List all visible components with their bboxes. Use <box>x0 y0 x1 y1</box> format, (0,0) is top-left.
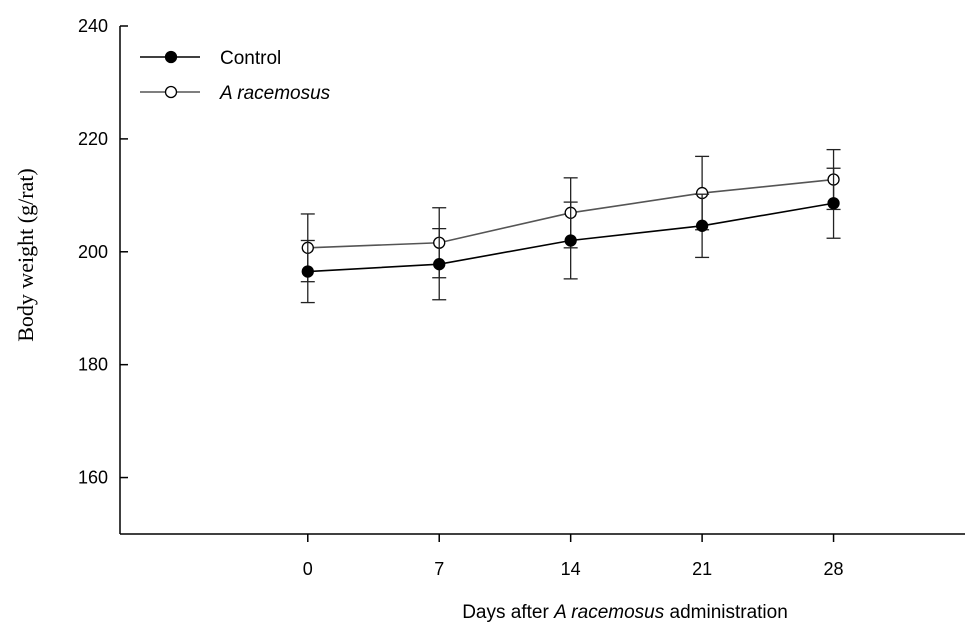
x-ticks: 0 7 14 21 28 <box>303 534 844 579</box>
y-tick-label: 160 <box>78 468 108 488</box>
axes <box>119 26 965 535</box>
data-point <box>827 197 840 210</box>
x-tick-label: 28 <box>824 559 844 579</box>
x-axis-title: Days after A racemosus administration <box>462 602 788 623</box>
x-axis-title-part-1: Days after <box>462 602 554 623</box>
legend-label-a-racemosus: A racemosus <box>219 83 331 104</box>
data-point <box>433 258 446 271</box>
legend-marker-control <box>164 50 178 64</box>
legend-label-control: Control <box>220 48 281 69</box>
x-axis-title-part-3: administration <box>664 602 788 623</box>
legend-marker-a-racemosus <box>164 85 178 99</box>
data-point <box>695 219 709 232</box>
x-axis-title-part-2: A racemosus <box>553 602 665 623</box>
series-layer <box>300 148 841 304</box>
series-control <box>300 167 841 304</box>
y-tick-label: 180 <box>78 355 108 375</box>
y-tick-label: 220 <box>78 129 108 149</box>
data-point <box>564 234 577 247</box>
x-tick-label: 0 <box>303 559 313 579</box>
y-tick-label: 240 <box>78 16 108 36</box>
y-ticks: 160 180 200 220 240 <box>78 16 128 488</box>
legend-item-control: Control <box>140 48 281 69</box>
x-tick-label: 14 <box>561 559 581 579</box>
y-axis-title: Body weight (g/rat) <box>13 168 38 342</box>
legend: Control A racemosus <box>140 48 331 104</box>
legend-item-a-racemosus: A racemosus <box>140 83 331 104</box>
x-tick-label: 7 <box>434 559 444 579</box>
data-point <box>301 265 314 278</box>
y-tick-label: 200 <box>78 242 108 262</box>
x-tick-label: 21 <box>692 559 712 579</box>
